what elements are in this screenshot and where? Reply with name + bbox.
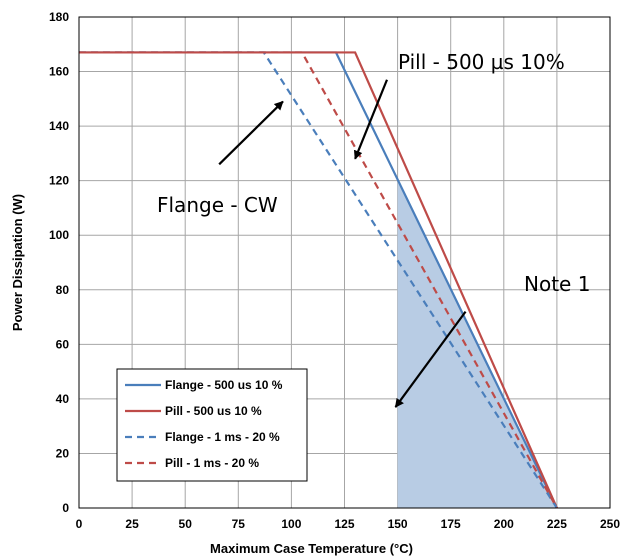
series-line-3: [79, 51, 558, 509]
annotation-arrow-0: [353, 79, 389, 160]
x-tick-label-2: 50: [179, 517, 193, 531]
x-tick-label-7: 175: [441, 517, 461, 531]
x-tick-label-4: 100: [281, 517, 301, 531]
x-tick-labels: 0 25 50 75 100 125 150 175 200 225 250: [76, 517, 620, 531]
series-lines: [79, 51, 558, 509]
annotation-text-0: Pill - 500 µs 10%: [398, 50, 565, 74]
y-tick-label-3: 60: [56, 337, 70, 351]
legend-label-2: Flange - 1 ms - 20 %: [165, 430, 280, 444]
x-tick-label-1: 25: [125, 517, 139, 531]
legend-label-3: Pill - 1 ms - 20 %: [165, 456, 259, 470]
annotation-text-1: Flange - CW: [157, 193, 278, 217]
x-tick-label-6: 150: [388, 517, 408, 531]
series-line-1: [79, 51, 558, 509]
y-tick-label-2: 40: [56, 392, 70, 406]
annotations: Pill - 500 µs 10% Flange - CW Note 1: [157, 50, 590, 408]
y-tick-label-0: 0: [62, 501, 69, 515]
annotation-arrow-2: [394, 310, 467, 408]
x-tick-label-9: 225: [547, 517, 567, 531]
x-tick-label-10: 250: [600, 517, 620, 531]
y-tick-label-9: 180: [49, 10, 69, 24]
y-tick-labels: 0 20 40 60 80 100 120 140 160 180: [49, 10, 69, 515]
annotation-text-2: Note 1: [524, 272, 590, 296]
x-tick-label-8: 200: [494, 517, 514, 531]
y-tick-label-5: 100: [49, 228, 69, 242]
legend-box: [116, 368, 308, 482]
y-tick-label-6: 120: [49, 174, 69, 188]
x-axis-title: Maximum Case Temperature (°C): [210, 541, 413, 556]
y-tick-label-7: 140: [49, 119, 69, 133]
legend-label-0: Flange - 500 us 10 %: [165, 378, 283, 392]
y-tick-label-1: 20: [56, 446, 70, 460]
annotation-arrow-1: [218, 100, 284, 166]
y-tick-label-4: 80: [56, 283, 70, 297]
x-tick-label-3: 75: [232, 517, 246, 531]
legend: Flange - 500 us 10 % Pill - 500 us 10 % Fl…: [116, 368, 308, 482]
legend-label-1: Pill - 500 us 10 %: [165, 404, 262, 418]
plot-frame: [78, 16, 611, 509]
y-axis-title: Power Dissipation (W): [10, 194, 25, 331]
x-tick-label-5: 125: [334, 517, 354, 531]
x-tick-label-0: 0: [76, 517, 83, 531]
y-tick-label-8: 160: [49, 65, 69, 79]
